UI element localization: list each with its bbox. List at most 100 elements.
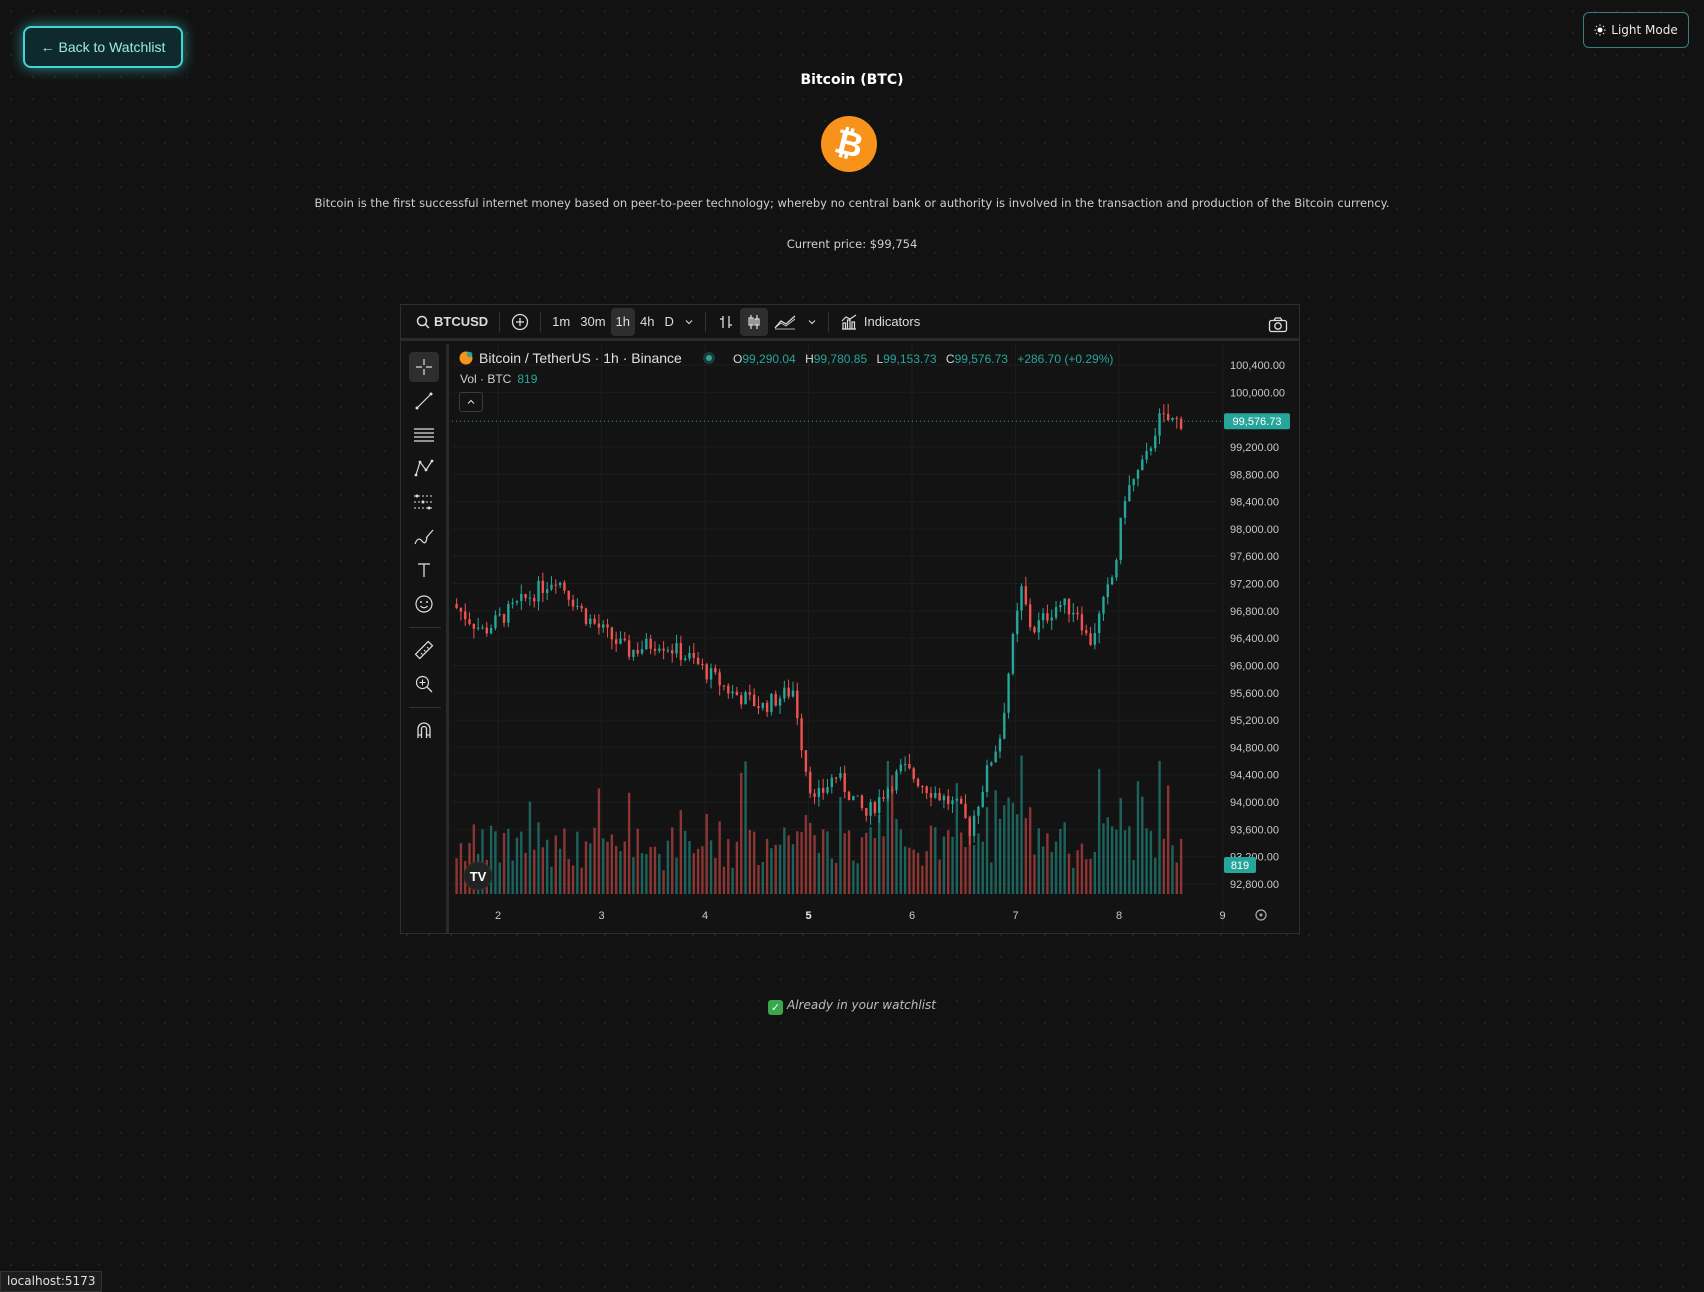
candle-body bbox=[765, 702, 769, 712]
candle-body bbox=[1110, 577, 1114, 585]
volume-bar bbox=[1085, 859, 1088, 894]
volume-bar bbox=[860, 837, 864, 894]
watchlist-status-text: Already in your watchlist bbox=[787, 998, 936, 1012]
volume-bar bbox=[895, 818, 898, 894]
volume-bar bbox=[1119, 798, 1122, 894]
volume-bar bbox=[683, 830, 687, 894]
candle-body bbox=[955, 798, 959, 801]
area-style-button[interactable] bbox=[768, 308, 802, 336]
volume-bar bbox=[740, 772, 743, 894]
volume-bar bbox=[1076, 850, 1079, 894]
volume-bar bbox=[834, 862, 838, 894]
candle-body bbox=[740, 695, 743, 705]
candle-body bbox=[821, 788, 825, 793]
volume-bar bbox=[981, 841, 984, 894]
candle-body bbox=[541, 580, 545, 593]
volume-bar bbox=[696, 848, 700, 894]
legend-title: Bitcoin / TetherUS · 1h · Binance bbox=[479, 350, 682, 366]
interval-4h[interactable]: 4h bbox=[640, 314, 655, 329]
open-label: O bbox=[733, 352, 743, 366]
volume-bar bbox=[1149, 830, 1153, 894]
interval-1h[interactable]: 1h bbox=[610, 307, 635, 336]
volume-bar bbox=[1020, 755, 1023, 894]
volume-bar bbox=[675, 857, 678, 894]
emoji-tool[interactable] bbox=[409, 589, 439, 619]
bar-style-button[interactable] bbox=[712, 308, 740, 336]
candle-body bbox=[1054, 607, 1058, 618]
candle-body bbox=[580, 606, 583, 609]
brush-tool[interactable] bbox=[409, 522, 439, 552]
interval-1m[interactable]: 1m bbox=[552, 314, 571, 329]
volume-bar bbox=[1063, 822, 1066, 894]
candle-body bbox=[476, 627, 480, 629]
candle-body bbox=[1059, 605, 1062, 608]
candle-body bbox=[761, 702, 764, 709]
volume-bar bbox=[821, 829, 825, 894]
volume-bar bbox=[666, 840, 670, 894]
volume-bar bbox=[998, 818, 1002, 894]
candle-body bbox=[558, 582, 562, 586]
candle-body bbox=[852, 795, 855, 801]
tools-separator bbox=[409, 707, 441, 708]
magnet-tool[interactable] bbox=[409, 715, 439, 745]
compare-symbol-button[interactable] bbox=[506, 308, 534, 336]
bars-icon bbox=[719, 315, 732, 328]
candle-body bbox=[602, 624, 605, 628]
volume-bar bbox=[1115, 829, 1118, 894]
volume-bar bbox=[1106, 817, 1109, 894]
fib-retracement-tool[interactable] bbox=[409, 420, 439, 450]
interval-d[interactable]: D bbox=[664, 314, 674, 329]
volume-bar bbox=[1041, 846, 1045, 894]
volume-bar bbox=[731, 867, 734, 894]
chart-type-dropdown[interactable] bbox=[802, 308, 822, 336]
back-to-watchlist-button[interactable]: ← Back to Watchlist bbox=[23, 26, 183, 68]
pattern-tool[interactable] bbox=[409, 453, 439, 483]
indicators-label: Indicators bbox=[863, 314, 921, 329]
candle-body bbox=[494, 615, 497, 628]
screenshot-button[interactable] bbox=[1263, 311, 1293, 339]
x-tick-label: 5 bbox=[805, 910, 811, 922]
interval-dropdown[interactable] bbox=[679, 308, 699, 336]
interval-30m[interactable]: 30m bbox=[580, 314, 606, 329]
volume-bar bbox=[783, 827, 786, 894]
crosshair-tool[interactable] bbox=[409, 352, 439, 382]
candle-body bbox=[787, 687, 790, 697]
price-chart[interactable]: 100,400.00100,000.0099,200.0098,800.0098… bbox=[401, 344, 1299, 932]
light-mode-button[interactable]: Light Mode bbox=[1583, 12, 1689, 48]
high-value: 99,780.85 bbox=[813, 352, 868, 366]
candle-body bbox=[614, 639, 618, 644]
indicators-button[interactable]: Indicators bbox=[835, 308, 925, 336]
symbol-search[interactable]: BTCUSD bbox=[411, 308, 493, 336]
candle-body bbox=[485, 627, 488, 634]
volume-bar bbox=[770, 848, 773, 894]
smiley-icon bbox=[415, 595, 433, 613]
volume-bar bbox=[619, 851, 622, 894]
measure-tool[interactable] bbox=[409, 635, 439, 665]
forecast-tool[interactable] bbox=[409, 487, 439, 517]
candle-body bbox=[908, 764, 911, 769]
zoom-in-tool[interactable] bbox=[409, 669, 439, 699]
candle-body bbox=[692, 653, 695, 658]
candle-body bbox=[515, 601, 519, 603]
collapse-legend-button[interactable] bbox=[459, 392, 483, 412]
last-price-badge-bg bbox=[1224, 413, 1290, 430]
candle-body bbox=[727, 685, 730, 694]
text-tool[interactable] bbox=[409, 555, 439, 585]
tradingview-chart-widget[interactable]: BTCUSD 1m 30m 1h 4h D Indicators bbox=[400, 304, 1300, 934]
volume-bar bbox=[929, 825, 933, 894]
trend-line-tool[interactable] bbox=[409, 386, 439, 416]
sun-icon bbox=[1594, 24, 1606, 36]
zoom-in-icon bbox=[415, 675, 433, 693]
candle-body bbox=[951, 800, 954, 805]
candle-body bbox=[623, 638, 626, 641]
toolbar-separator bbox=[540, 311, 542, 332]
candle-body bbox=[688, 653, 691, 659]
y-tick-label: 100,400.00 bbox=[1230, 360, 1285, 372]
volume-bar bbox=[1003, 805, 1006, 894]
candle-body bbox=[899, 764, 902, 772]
candles-style-button[interactable] bbox=[739, 307, 768, 336]
close-value: 99,576.73 bbox=[954, 352, 1008, 366]
candle-body bbox=[968, 817, 971, 836]
candle-body bbox=[507, 603, 510, 623]
volume-bar bbox=[520, 831, 523, 894]
